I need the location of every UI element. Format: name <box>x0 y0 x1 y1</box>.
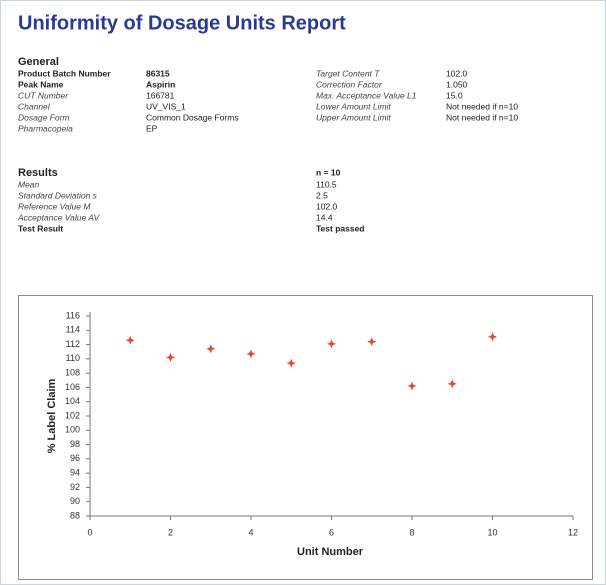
data-point <box>327 339 336 349</box>
y-tick-label: 94 <box>70 468 80 478</box>
report-title: Uniformity of Dosage Units Report <box>18 12 346 34</box>
x-tick-label: 0 <box>87 527 92 537</box>
field-value: 1.050 <box>446 79 468 89</box>
field-label: Dosage Form <box>18 112 70 122</box>
data-point <box>206 344 216 354</box>
field-label: Test Result <box>18 223 63 233</box>
field-label: Reference Value M <box>18 201 91 211</box>
field-label: Product Batch Number <box>18 68 111 78</box>
y-tick-label: 104 <box>65 396 80 406</box>
y-tick-label: 114 <box>66 325 80 335</box>
y-tick-label: 98 <box>70 439 80 449</box>
y-axis-label: % Label Claim <box>46 378 58 453</box>
x-tick-label: 12 <box>568 527 578 537</box>
data-point <box>286 358 296 368</box>
field-label: Acceptance Value AV <box>17 212 100 222</box>
field-label: Pharmacopeia <box>18 123 73 133</box>
field-value: 110.5 <box>316 179 337 189</box>
x-tick-label: 8 <box>409 527 414 537</box>
y-tick-label: 112 <box>66 339 80 349</box>
field-value: 2.5 <box>316 190 328 200</box>
x-tick-label: 4 <box>248 527 253 537</box>
field-label: CUT Number <box>18 90 69 100</box>
field-label: Target Content T <box>316 68 380 78</box>
y-tick-label: 90 <box>70 496 80 506</box>
data-point <box>125 335 135 345</box>
y-tick-label: 110 <box>66 353 80 363</box>
field-label: Lower Amount Limit <box>316 101 391 111</box>
y-tick-label: 88 <box>70 510 80 520</box>
chart-frame <box>18 295 593 580</box>
y-tick-label: 116 <box>66 310 80 320</box>
y-tick-label: 102 <box>65 410 80 420</box>
y-tick-label: 106 <box>65 382 80 392</box>
data-point <box>447 379 457 389</box>
y-tick-label: 92 <box>70 482 80 492</box>
field-label: Max. Acceptance Value L1 <box>316 90 417 100</box>
sample-count: n = 10 <box>316 167 341 177</box>
field-value: Aspirin <box>146 79 175 89</box>
x-tick-label: 2 <box>168 527 173 537</box>
field-label: Upper Amount Limit <box>316 112 391 122</box>
field-label: Peak Name <box>18 79 64 89</box>
field-label: Correction Factor <box>316 79 383 89</box>
y-tick-label: 96 <box>70 453 80 463</box>
field-value: EP <box>146 123 158 133</box>
field-value: Test passed <box>316 223 365 233</box>
data-point <box>166 352 175 362</box>
section-title: General <box>18 56 59 68</box>
field-value: Common Dosage Forms <box>146 112 239 122</box>
field-value: Not needed if n=10 <box>446 112 518 122</box>
x-tick-label: 6 <box>329 527 334 537</box>
field-label: Standard Deviation s <box>18 190 98 200</box>
section-title: Results <box>18 167 58 179</box>
field-value: 86315 <box>146 68 170 78</box>
data-point <box>407 381 417 391</box>
field-value: UV_VIS_1 <box>146 101 186 111</box>
field-value: 102.0 <box>446 68 468 78</box>
data-point <box>488 332 497 342</box>
y-tick-label: 108 <box>65 368 80 378</box>
x-tick-label: 10 <box>487 527 497 537</box>
x-axis-label: Unit Number <box>297 546 364 558</box>
y-tick-label: 100 <box>65 425 80 435</box>
field-value: 15.0 <box>446 90 463 100</box>
field-value: 14.4 <box>316 212 333 222</box>
field-value: 102.0 <box>316 201 338 211</box>
field-value: 166781 <box>146 90 175 100</box>
chart: Unit Number % Label Claim 88 90 92 94 96 98 10… <box>46 310 578 558</box>
data-point <box>367 337 377 347</box>
field-label: Channel <box>18 101 51 111</box>
field-label: Mean <box>18 179 40 189</box>
field-value: Not needed if n=10 <box>446 101 518 111</box>
data-point <box>246 349 256 359</box>
